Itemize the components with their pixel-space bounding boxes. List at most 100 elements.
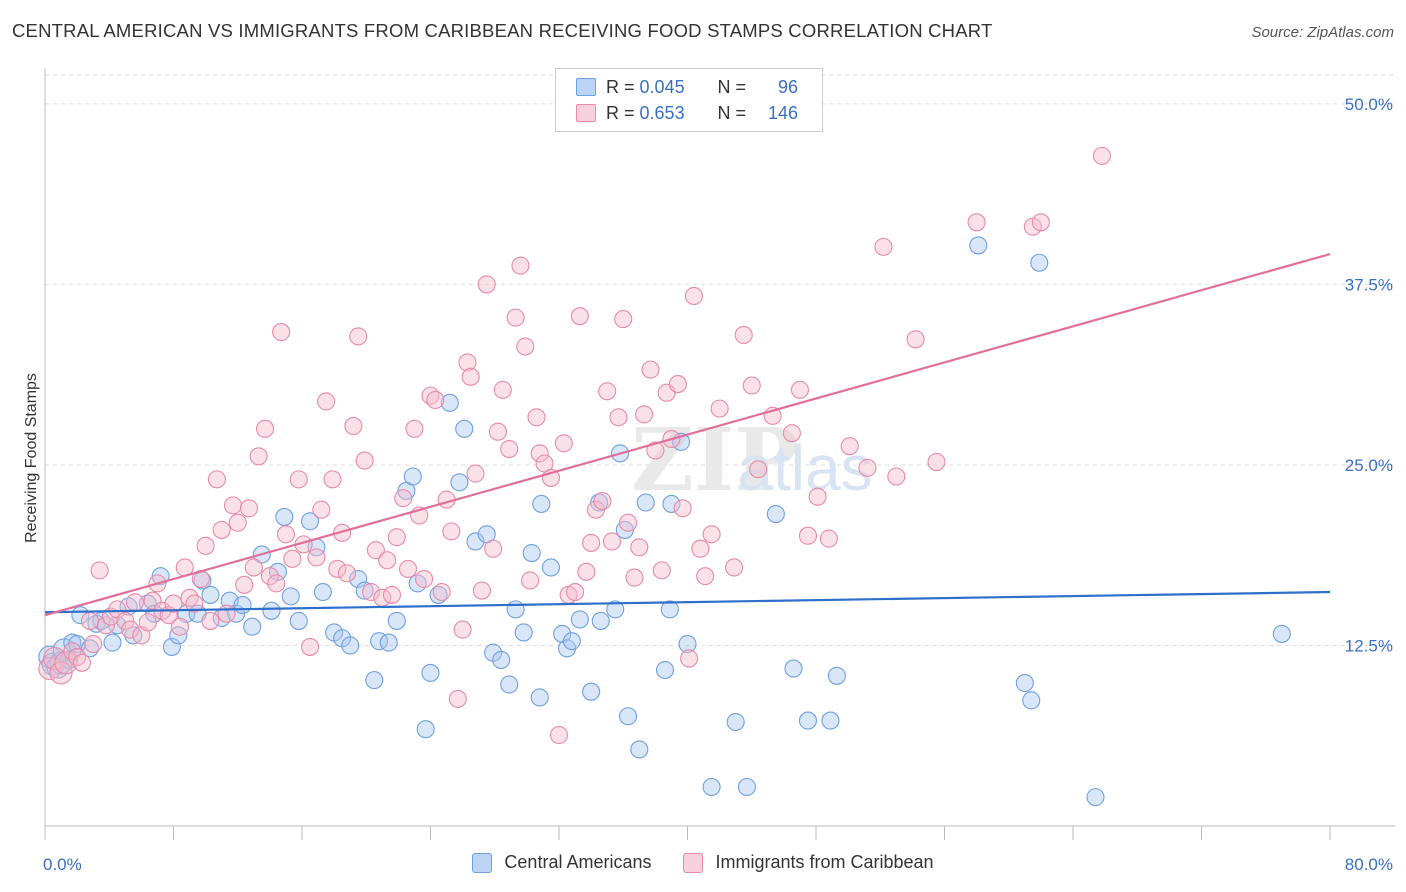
point-central-americans (440, 393, 459, 412)
point-central-americans (500, 675, 519, 694)
point-central-americans (606, 600, 625, 619)
series-legend: Central Americans Immigrants from Caribb… (0, 852, 1406, 873)
point-central-americans (349, 569, 368, 589)
point-caribbean (394, 489, 413, 508)
legend-row-caribbean: R = 0.653 N = 146 (576, 101, 798, 125)
legend-row-central-americans: R = 0.045 N = 96 (576, 75, 798, 99)
point-central-americans (737, 777, 756, 797)
point-central-americans (1022, 691, 1041, 710)
point-caribbean (138, 613, 157, 632)
point-caribbean (609, 408, 628, 427)
point-caribbean (840, 437, 859, 456)
point-caribbean (798, 526, 818, 545)
point-caribbean (448, 689, 467, 708)
point-caribbean (790, 380, 809, 399)
x-tick-label-max: 80.0% (1345, 855, 1393, 874)
y-axis-title: Receiving Food Stamps (23, 373, 40, 543)
point-caribbean (276, 525, 295, 544)
point-central-americans (429, 585, 448, 604)
trend-line-central-americans (44, 590, 1331, 614)
point-caribbean (196, 536, 215, 555)
point-caribbean (582, 533, 601, 552)
point-caribbean (453, 620, 472, 639)
point-central-americans (103, 633, 122, 652)
point-caribbean (500, 440, 519, 459)
point-caribbean (967, 213, 986, 232)
point-caribbean (180, 588, 199, 607)
point-caribbean (477, 275, 496, 294)
point-central-americans (530, 688, 549, 707)
point-central-americans (630, 740, 649, 759)
point-central-americans (678, 634, 697, 654)
point-caribbean (256, 419, 275, 438)
point-caribbean (382, 585, 402, 604)
point-central-americans (636, 493, 655, 512)
point-central-americans (300, 512, 320, 531)
point-caribbean (121, 620, 140, 639)
y-tick-label: 50.0% (1345, 95, 1393, 114)
point-caribbean (317, 392, 336, 411)
stats-legend: R = 0.045 N = 96 R = 0.653 N = 146 (555, 68, 823, 132)
point-caribbean (874, 237, 893, 256)
point-central-americans (466, 532, 485, 551)
point-caribbean (749, 460, 768, 479)
data-points (38, 146, 1291, 807)
point-caribbean (207, 470, 226, 489)
point-caribbean (702, 525, 721, 544)
point-caribbean (362, 582, 381, 602)
point-caribbean (68, 647, 87, 667)
point-caribbean (927, 453, 946, 472)
point-central-americans (522, 543, 541, 563)
point-central-americans (275, 507, 294, 526)
point-caribbean (646, 441, 665, 460)
legend-n-label: N = (717, 76, 747, 97)
point-caribbean (366, 541, 385, 560)
trend-line-caribbean (44, 253, 1331, 617)
point-central-americans (289, 611, 308, 630)
point-central-americans (1030, 253, 1049, 272)
point-caribbean (217, 604, 236, 623)
point-caribbean (185, 594, 204, 613)
point-caribbean (742, 376, 761, 395)
chart-title: CENTRAL AMERICAN VS IMMIGRANTS FROM CARI… (12, 20, 993, 41)
y-tick-label: 12.5% (1345, 636, 1393, 655)
point-caribbean (398, 559, 418, 578)
point-central-americans (421, 663, 440, 682)
point-caribbean (493, 380, 512, 399)
point-caribbean (442, 522, 461, 541)
point-caribbean (619, 513, 638, 532)
point-central-americans (532, 494, 551, 513)
point-central-americans (387, 611, 406, 630)
legend-r-value: 0.653 (639, 102, 685, 123)
point-caribbean (244, 558, 263, 577)
legend-swatch-blue (576, 78, 596, 96)
point-caribbean (598, 382, 617, 401)
point-central-americans (619, 707, 638, 726)
legend-r-value: 0.045 (639, 76, 685, 97)
point-caribbean (90, 561, 109, 580)
point-caribbean (228, 513, 247, 532)
point-central-americans (233, 595, 252, 615)
point-central-americans (821, 711, 840, 730)
point-caribbean (307, 548, 326, 567)
point-caribbean (300, 637, 320, 656)
point-caribbean (484, 539, 503, 558)
point-caribbean (54, 651, 78, 675)
point-caribbean (458, 353, 477, 372)
legend-label: Immigrants from Caribbean (715, 852, 934, 872)
point-caribbean (566, 582, 585, 602)
point-central-americans (655, 660, 675, 680)
point-caribbean (223, 496, 242, 515)
point-central-americans (403, 467, 422, 486)
point-central-americans (355, 581, 374, 600)
point-central-americans (514, 623, 533, 642)
point-caribbean (506, 308, 525, 327)
point-caribbean (691, 539, 710, 558)
point-central-americans (784, 659, 803, 678)
trend-lines (44, 253, 1331, 617)
legend-swatch-blue (472, 852, 493, 873)
point-central-americans (766, 504, 785, 524)
point-caribbean (344, 416, 363, 435)
point-caribbean (673, 499, 692, 518)
